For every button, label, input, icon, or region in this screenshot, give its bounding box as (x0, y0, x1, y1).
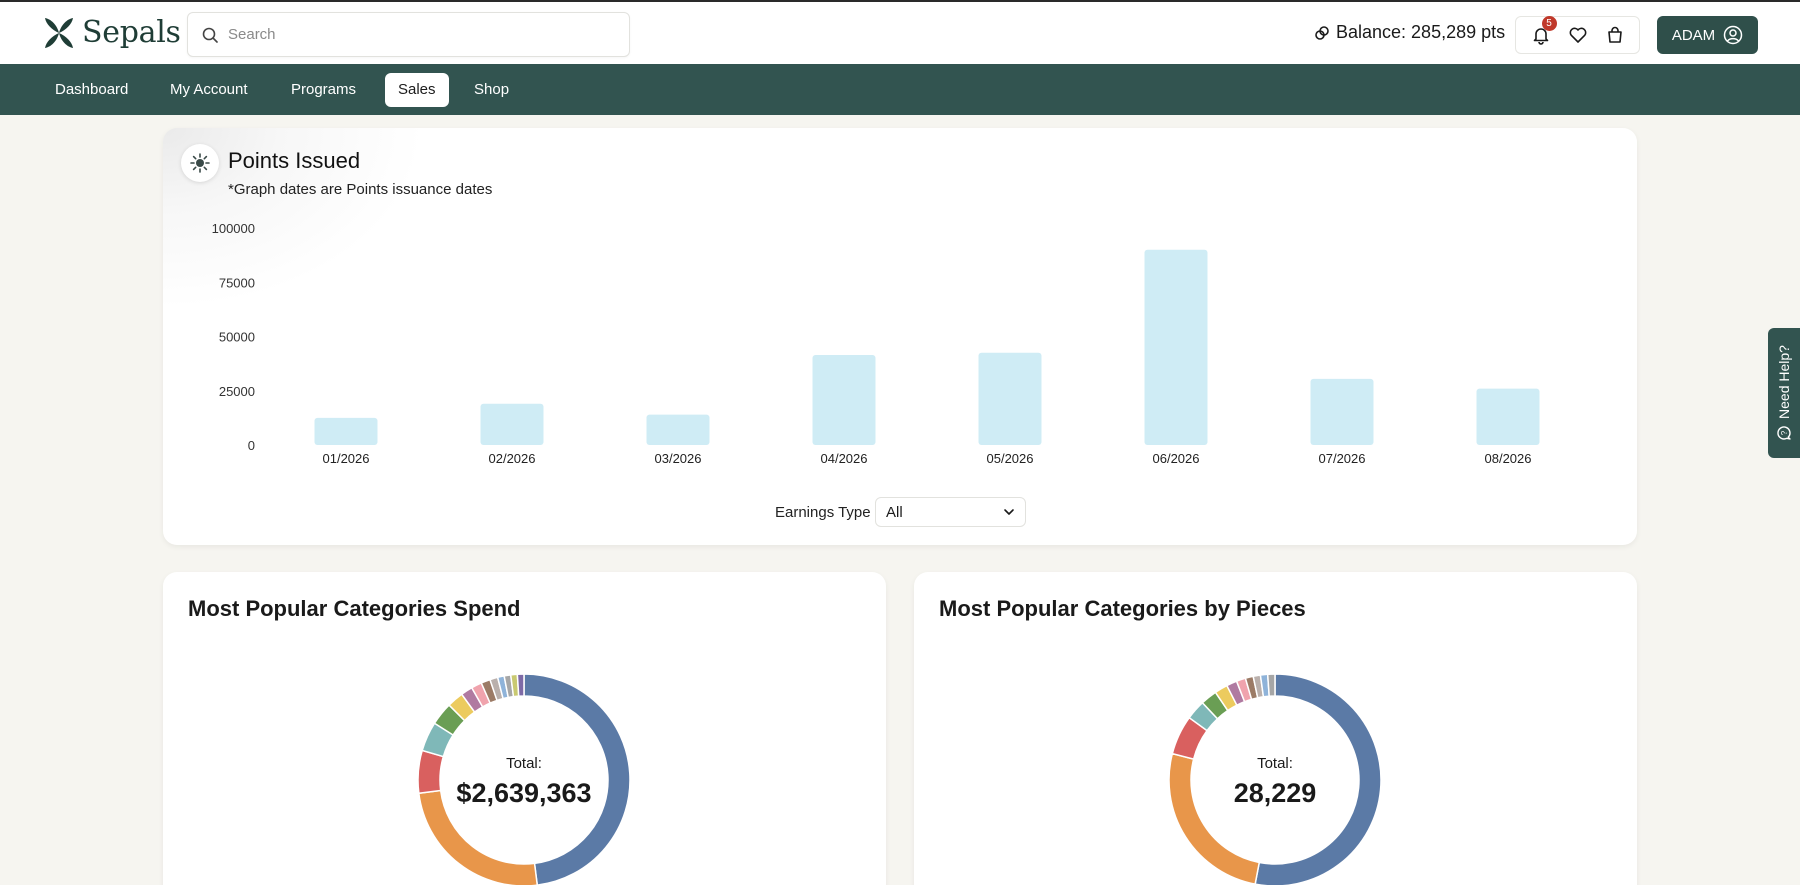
points-balance: Balance: 285,289 pts (1314, 22, 1505, 43)
bar-08/2026[interactable] (1476, 388, 1540, 445)
donut-total-value: $2,639,363 (456, 778, 591, 808)
donut-slice[interactable] (417, 749, 445, 795)
y-tick-label: 25000 (219, 384, 255, 399)
search-icon (202, 27, 218, 43)
nav-item-programs[interactable]: Programs (291, 81, 357, 98)
bar-02/2026[interactable] (480, 403, 544, 445)
user-circle-icon (1723, 25, 1743, 45)
need-help-tab[interactable]: ? Need Help? (1768, 328, 1800, 458)
search-input[interactable]: Search (187, 12, 630, 57)
x-tick-label: 02/2026 (489, 451, 536, 466)
chevron-down-icon (1004, 509, 1014, 515)
donut-total-value: 28,229 (1234, 778, 1317, 808)
search-placeholder: Search (228, 26, 276, 43)
brand-logo[interactable]: Sepals (42, 15, 181, 50)
bar-07/2026[interactable] (1310, 378, 1374, 445)
x-tick-label: 04/2026 (821, 451, 868, 466)
nav-item-my-account[interactable]: My Account (170, 81, 248, 98)
bag-icon (1607, 26, 1622, 43)
pieces-categories-card: Most Popular Categories by Pieces Total:… (914, 572, 1637, 885)
link-icon (1315, 25, 1329, 40)
user-menu-button[interactable]: ADAM (1657, 16, 1758, 54)
heart-icon (1569, 27, 1586, 43)
main-nav: Dashboard My Account Programs Sales Shop (0, 64, 1800, 115)
bar-03/2026[interactable] (646, 414, 710, 445)
card-icon-badge (181, 144, 219, 182)
donut-slice[interactable] (516, 673, 525, 697)
earnings-type-select[interactable]: All (875, 497, 1026, 527)
bell-icon (1533, 28, 1548, 45)
x-tick-label: 07/2026 (1319, 451, 1366, 466)
points-issued-card: Points Issued *Graph dates are Points is… (163, 128, 1637, 545)
spend-categories-card: Most Popular Categories Spend Total: $2,6… (163, 572, 886, 885)
pieces-card-title: Most Popular Categories by Pieces (939, 596, 1306, 621)
sun-chart-icon (190, 153, 210, 173)
y-tick-label: 0 (248, 438, 255, 453)
wishlist-button[interactable] (1564, 21, 1592, 49)
bar-05/2026[interactable] (978, 352, 1042, 445)
bar-01/2026[interactable] (314, 417, 378, 445)
user-name: ADAM (1671, 26, 1716, 44)
x-tick-label: 01/2026 (323, 451, 370, 466)
need-help-label: Need Help? (1776, 345, 1792, 419)
x-tick-label: 08/2026 (1485, 451, 1532, 466)
nav-item-shop[interactable]: Shop (474, 81, 510, 98)
points-bar-chart: 100000 75000 50000 25000 0 01/2026 02/2026 03/2… (212, 221, 1540, 466)
x-tick-label: 06/2026 (1153, 451, 1200, 466)
bar-04/2026[interactable] (812, 354, 876, 445)
top-header: Sepals Search Balance: 285,289 pts 5 (0, 0, 1800, 64)
brand-name: Sepals (82, 15, 181, 50)
notifications-button[interactable]: 5 (1527, 16, 1557, 49)
bar-06/2026[interactable] (1144, 249, 1208, 445)
sepals-logo-icon (45, 17, 73, 48)
x-tick-label: 03/2026 (655, 451, 702, 466)
notification-count-badge: 5 (1541, 16, 1557, 31)
pieces-donut-chart: Total: 28,229 (1168, 673, 1382, 885)
header-icon-group: 5 (1515, 16, 1640, 54)
donut-slice[interactable] (1266, 673, 1276, 698)
cart-button[interactable] (1601, 21, 1629, 49)
nav-item-dashboard[interactable]: Dashboard (55, 81, 129, 98)
donut-total-label: Total: (506, 755, 542, 772)
earnings-type-value: All (886, 503, 903, 521)
svg-text:?: ? (1780, 430, 1789, 435)
y-tick-label: 50000 (219, 330, 255, 345)
chat-help-icon: ? (1777, 426, 1791, 440)
donut-slice[interactable] (1168, 752, 1261, 885)
card-title: Points Issued (228, 148, 361, 173)
nav-item-sales[interactable]: Sales (385, 73, 449, 107)
donut-total-label: Total: (1257, 755, 1293, 772)
donut-slice[interactable] (523, 673, 631, 885)
y-tick-label: 100000 (212, 221, 255, 236)
card-subtitle: *Graph dates are Points issuance dates (228, 181, 493, 198)
balance-text: Balance: 285,289 pts (1336, 22, 1506, 42)
spend-card-title: Most Popular Categories Spend (188, 596, 521, 621)
spend-donut-chart: Total: $2,639,363 (417, 673, 631, 885)
earnings-type-label: Earnings Type (775, 504, 871, 521)
x-tick-label: 05/2026 (987, 451, 1034, 466)
y-tick-label: 75000 (219, 275, 255, 290)
